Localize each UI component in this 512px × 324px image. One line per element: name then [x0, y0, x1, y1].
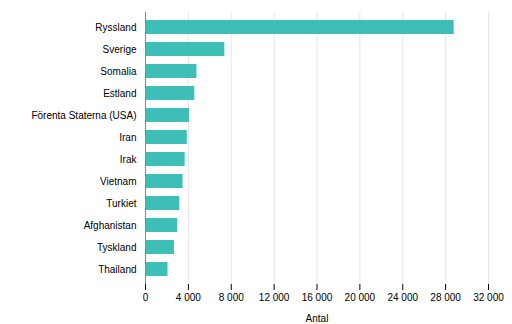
svg-text:20 000: 20 000	[345, 292, 376, 303]
svg-text:16 000: 16 000	[302, 292, 333, 303]
svg-text:Antal: Antal	[306, 313, 329, 324]
svg-text:Turkiet: Turkiet	[106, 198, 136, 209]
svg-text:Sverige: Sverige	[103, 44, 137, 55]
svg-text:Estland: Estland	[103, 88, 136, 99]
svg-text:4 000: 4 000	[176, 292, 201, 303]
svg-text:Irak: Irak	[120, 154, 138, 165]
svg-text:Thailand: Thailand	[98, 264, 136, 275]
svg-text:8 000: 8 000	[219, 292, 244, 303]
svg-text:Tyskland: Tyskland	[97, 242, 136, 253]
svg-text:Somalia: Somalia	[100, 66, 137, 77]
svg-text:0: 0	[143, 292, 149, 303]
svg-text:24 000: 24 000	[387, 292, 418, 303]
svg-text:Vietnam: Vietnam	[100, 176, 137, 187]
svg-text:28 000: 28 000	[430, 292, 461, 303]
svg-text:12 000: 12 000	[259, 292, 290, 303]
svg-text:Iran: Iran	[119, 132, 136, 143]
svg-text:Förenta Staterna (USA): Förenta Staterna (USA)	[31, 110, 136, 121]
svg-text:Ryssland: Ryssland	[95, 22, 136, 33]
svg-text:Afghanistan: Afghanistan	[84, 220, 137, 231]
svg-text:32 000: 32 000	[473, 292, 504, 303]
